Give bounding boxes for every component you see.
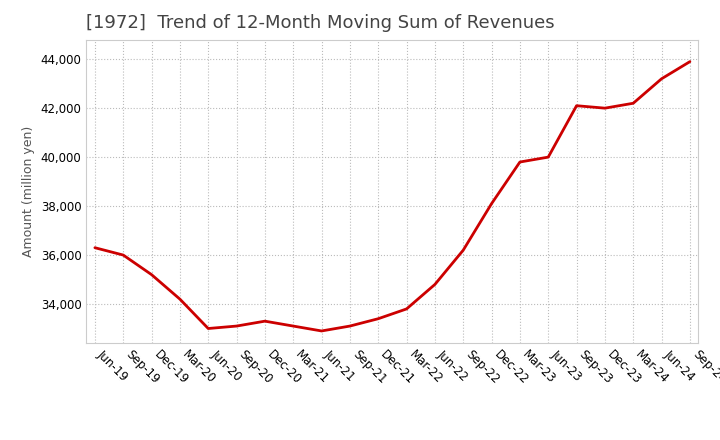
Y-axis label: Amount (million yen): Amount (million yen) [22,126,35,257]
Text: [1972]  Trend of 12-Month Moving Sum of Revenues: [1972] Trend of 12-Month Moving Sum of R… [86,15,555,33]
